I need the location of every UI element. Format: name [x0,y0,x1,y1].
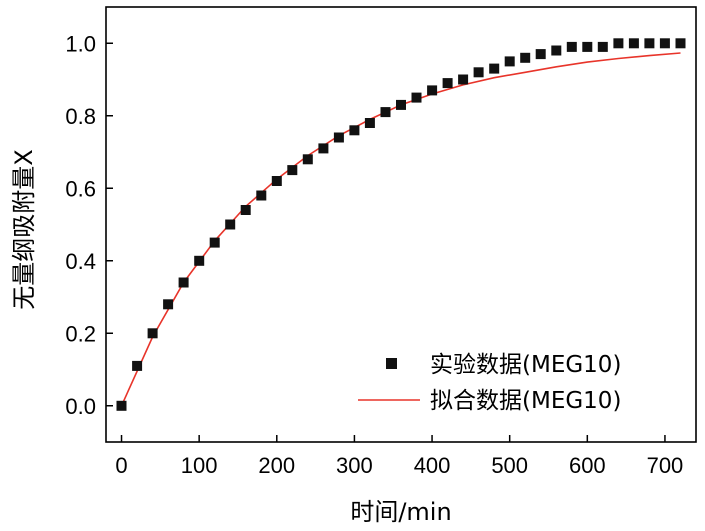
data-point [535,49,546,60]
data-point [613,38,624,49]
data-point [520,52,531,63]
data-point [349,125,360,136]
x-tick-label: 100 [181,453,218,478]
data-point [302,154,313,165]
data-point [489,63,500,74]
data-point [178,277,189,288]
data-point [659,38,670,49]
data-point [473,67,484,78]
y-axis: 0.0 0.2 0.4 0.6 0.8 1.0 [65,31,113,419]
data-point [271,176,282,186]
data-point [582,41,593,52]
data-point [240,205,251,215]
y-tick-label: 0.8 [65,104,96,129]
data-point [380,107,391,118]
data-point [597,41,608,52]
data-point [209,237,220,248]
data-point [427,85,438,96]
y-tick-label: 0.4 [65,249,96,274]
x-tick-label: 700 [647,453,684,478]
data-point [644,38,655,49]
data-point [256,190,267,201]
data-point [318,143,329,154]
data-point [504,56,515,67]
data-point [194,255,205,266]
y-tick-label: 0.6 [65,176,96,201]
x-tick-label: 0 [115,453,127,478]
x-tick-label: 200 [258,453,295,478]
x-axis: 0 100 200 300 400 500 600 700 [115,435,683,478]
data-point [675,38,686,49]
y-tick-label: 0.2 [65,321,96,346]
x-axis-title: 时间/min [350,498,451,526]
data-point [411,92,422,103]
data-point [364,118,375,128]
y-tick-label: 0.0 [65,394,96,419]
experimental-points [116,38,686,411]
data-point [147,328,158,339]
data-point [551,45,562,56]
legend-marker-experimental [386,358,397,369]
y-tick-label: 1.0 [65,31,96,56]
data-point [163,299,174,310]
data-point [116,400,127,411]
legend-label-fit: 拟合数据(MEG10) [430,388,621,414]
data-point [225,219,236,230]
x-tick-label: 500 [491,453,528,478]
x-tick-label: 300 [336,453,373,478]
legend: 实验数据(MEG10) 拟合数据(MEG10) [358,352,621,414]
data-point [442,78,453,89]
y-axis-title: 无量纲吸附量X [10,149,38,309]
legend-label-experimental: 实验数据(MEG10) [430,352,621,378]
data-point [333,132,344,143]
data-point [287,165,298,176]
data-point [628,38,639,49]
data-point [396,99,406,110]
data-point [458,74,469,85]
data-point [566,41,577,52]
plot-area [105,6,697,443]
x-tick-label: 600 [569,453,606,478]
x-tick-label: 400 [414,453,451,478]
data-point [132,360,143,371]
